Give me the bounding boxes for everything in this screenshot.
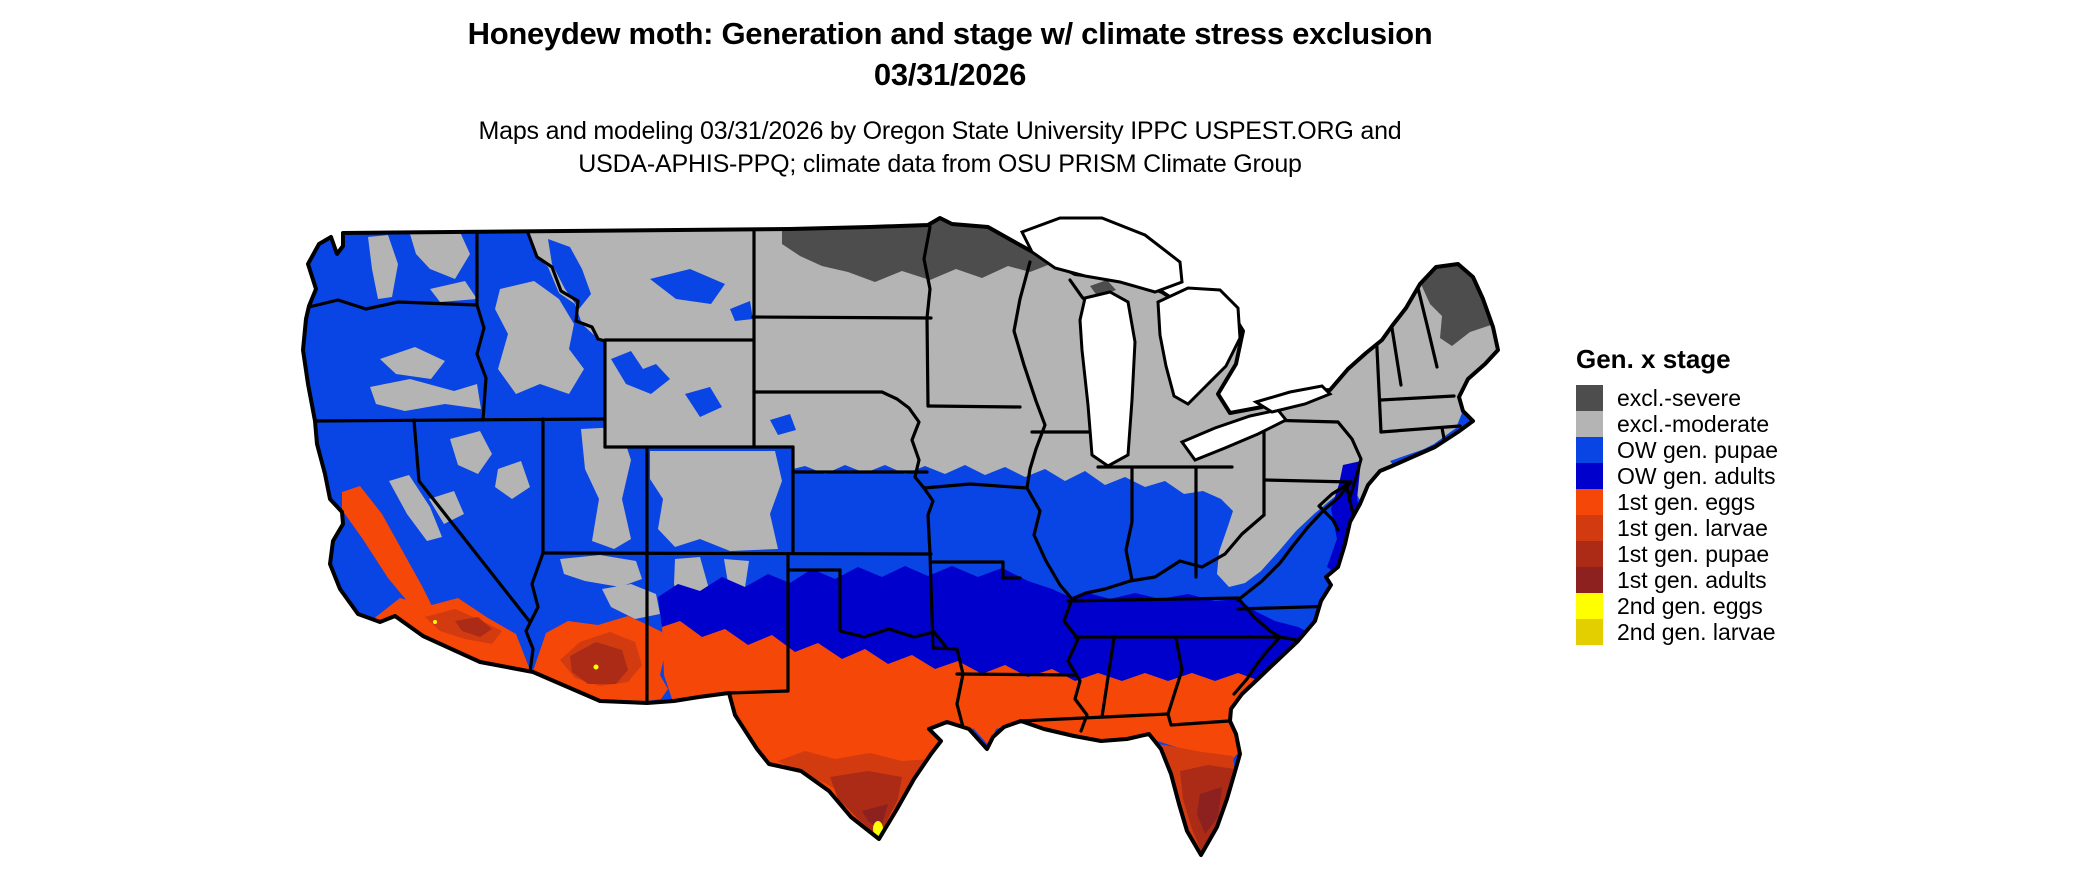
region-2nd-larvae bbox=[1199, 859, 1225, 873]
map-title-date: 03/31/2026 bbox=[873, 56, 1027, 92]
us-map bbox=[230, 170, 1540, 892]
lake-superior bbox=[1019, 216, 1184, 294]
legend-label: 2nd gen. eggs bbox=[1617, 592, 1763, 619]
subtitle-block: Maps and modeling 03/31/2026 by Oregon S… bbox=[0, 115, 1880, 180]
legend-swatch-1st-eggs bbox=[1576, 489, 1603, 515]
legend-swatch-excl-severe bbox=[1576, 385, 1603, 411]
legend-label: 1st gen. adults bbox=[1617, 566, 1767, 593]
subtitle-line-2: USDA-APHIS-PPQ; climate data from OSU PR… bbox=[578, 149, 1302, 178]
legend-swatch-1st-adults bbox=[1576, 567, 1603, 593]
legend-row: 2nd gen. larvae bbox=[1576, 619, 1876, 645]
legend-label: 2nd gen. larvae bbox=[1617, 618, 1776, 645]
legend-swatch-ow-pupae bbox=[1576, 437, 1603, 463]
title-block: Honeydew moth: Generation and stage w/ c… bbox=[0, 14, 1900, 96]
legend-row: 1st gen. larvae bbox=[1576, 515, 1876, 541]
legend-row: 1st gen. adults bbox=[1576, 567, 1876, 593]
lake-huron bbox=[1156, 286, 1242, 406]
legend-row: OW gen. pupae bbox=[1576, 437, 1876, 463]
legend-label: 1st gen. eggs bbox=[1617, 488, 1756, 515]
legend-row: excl.-moderate bbox=[1576, 411, 1876, 437]
legend-row: 1st gen. eggs bbox=[1576, 489, 1876, 515]
legend-swatch-1st-larvae bbox=[1576, 515, 1603, 541]
great-lakes bbox=[1019, 216, 1333, 468]
region-1st-pupae bbox=[455, 617, 1234, 851]
lake-erie bbox=[1179, 408, 1289, 462]
region-1st-adults bbox=[862, 787, 1222, 834]
legend: Gen. x stage excl.-severe excl.-moderate… bbox=[1576, 344, 1876, 645]
legend-title: Gen. x stage bbox=[1576, 344, 1731, 374]
legend-row: excl.-severe bbox=[1576, 385, 1876, 411]
legend-label: OW gen. adults bbox=[1617, 462, 1776, 489]
legend-swatch-2nd-larvae bbox=[1576, 619, 1603, 645]
subtitle-line-1: Maps and modeling 03/31/2026 by Oregon S… bbox=[478, 117, 1402, 145]
legend-label: 1st gen. pupae bbox=[1617, 540, 1770, 567]
us-map-svg bbox=[301, 216, 1500, 873]
map-title: Honeydew moth: Generation and stage w/ c… bbox=[467, 16, 1433, 51]
legend-row: OW gen. adults bbox=[1576, 463, 1876, 489]
legend-label: 1st gen. larvae bbox=[1617, 514, 1768, 541]
legend-swatch-2nd-eggs bbox=[1576, 593, 1603, 619]
legend-label: OW gen. pupae bbox=[1617, 436, 1779, 463]
legend-row: 2nd gen. eggs bbox=[1576, 593, 1876, 619]
legend-swatch-excl-moderate bbox=[1576, 411, 1603, 437]
legend-label: excl.-severe bbox=[1617, 384, 1741, 411]
state-borders bbox=[307, 225, 1462, 733]
legend-swatch-1st-pupae bbox=[1576, 541, 1603, 567]
lake-ontario bbox=[1252, 384, 1333, 414]
legend-row: 1st gen. pupae bbox=[1576, 541, 1876, 567]
legend-label: excl.-moderate bbox=[1617, 410, 1770, 437]
region-excl-severe bbox=[782, 218, 1491, 346]
lake-michigan bbox=[1078, 290, 1137, 468]
legend-swatch-ow-adults bbox=[1576, 463, 1603, 489]
